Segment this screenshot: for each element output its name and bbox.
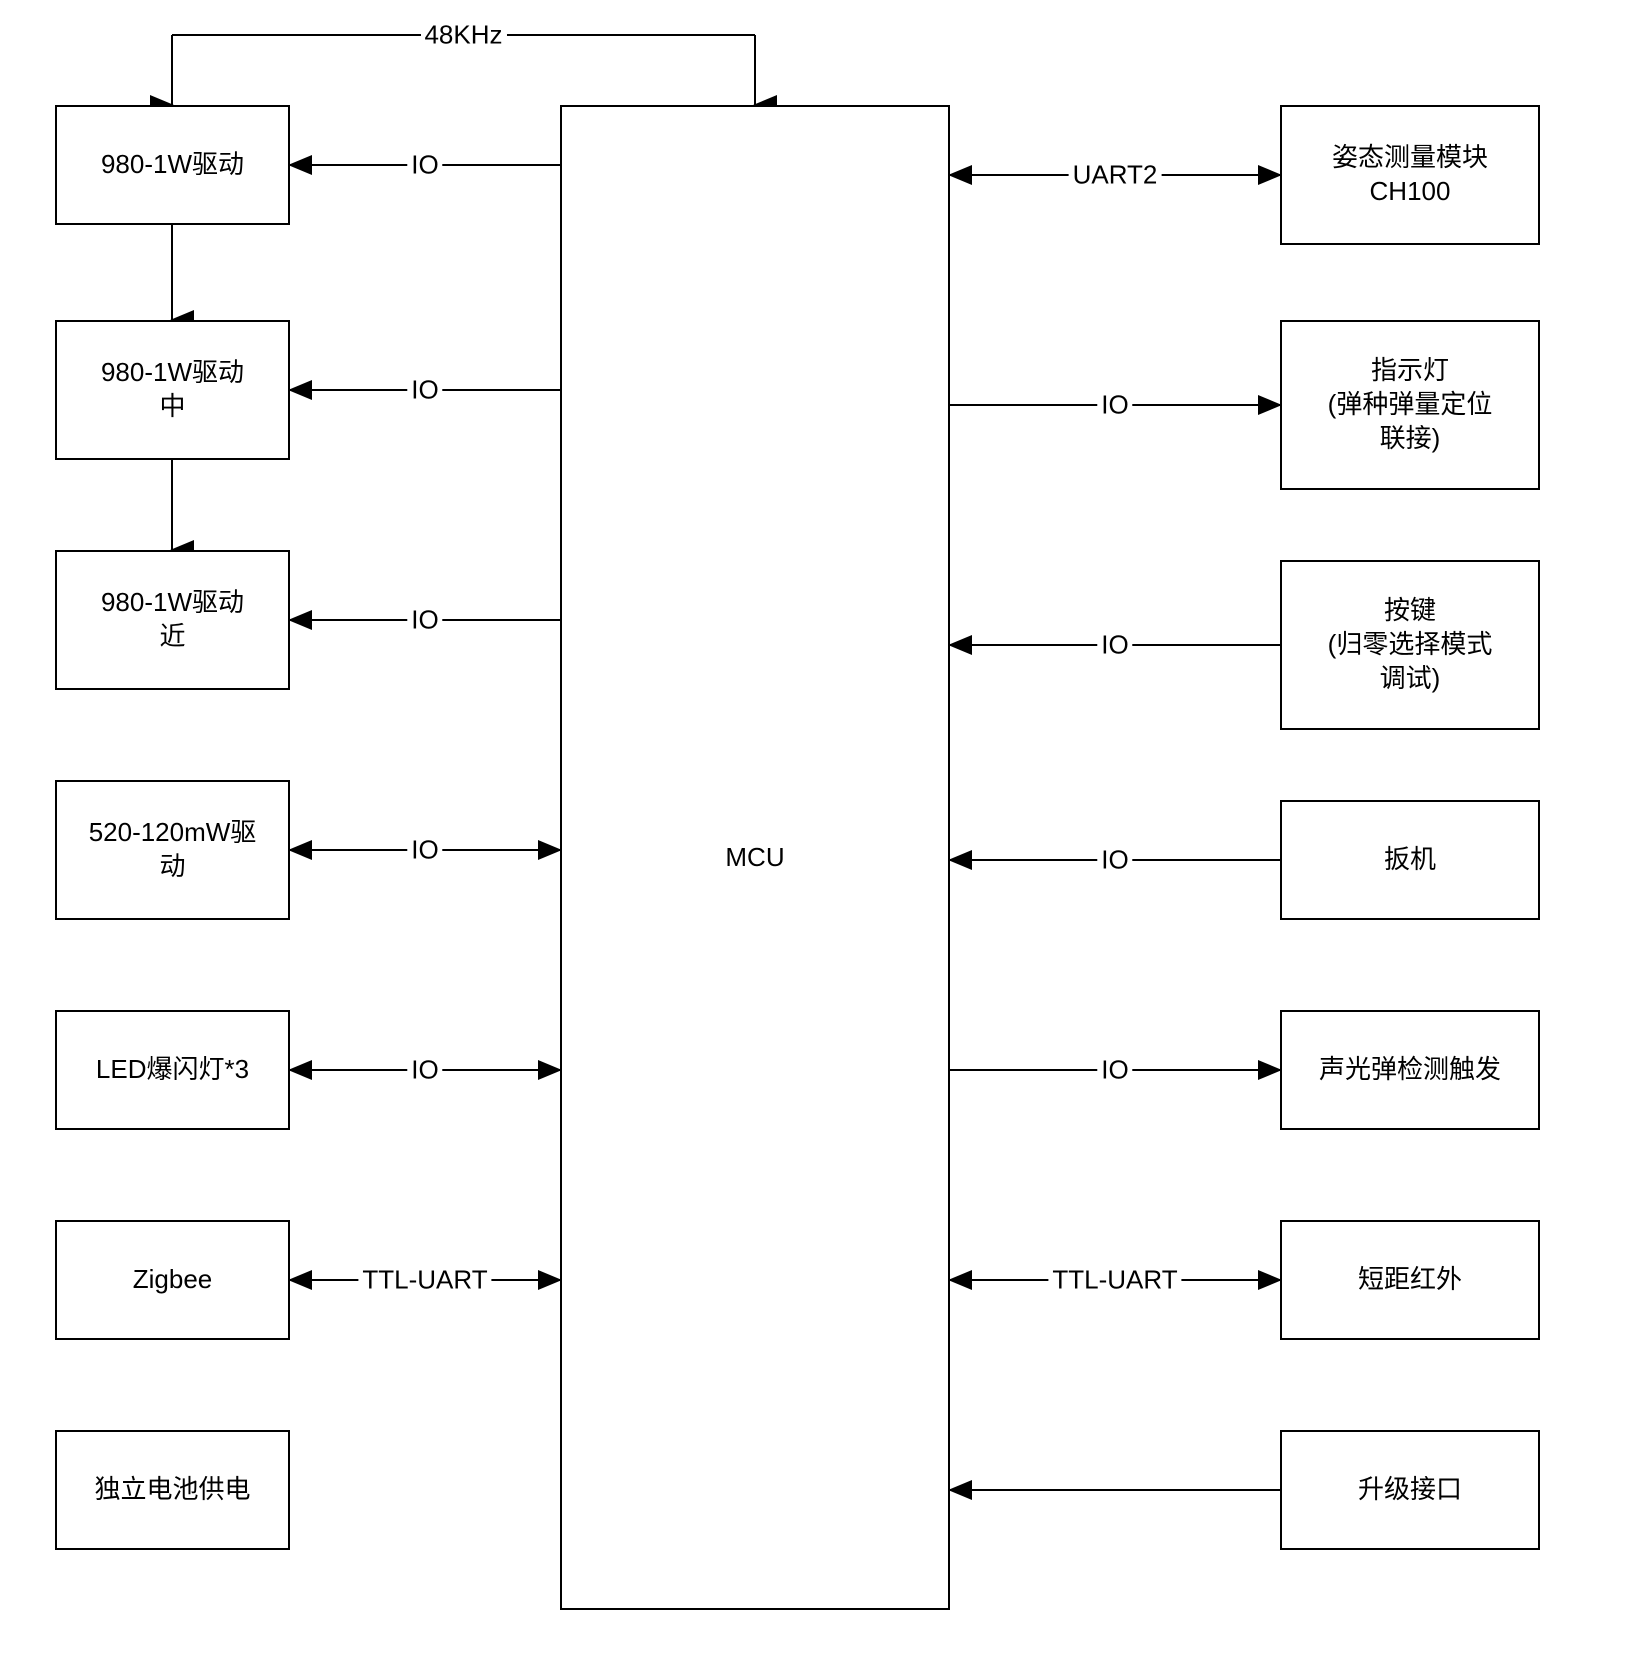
left-block-L3: 980-1W驱动 近 [55,550,290,690]
left-block-label-L6: Zigbee [133,1263,213,1297]
edge-label: IO [407,375,442,406]
edge-label: IO [1097,845,1132,876]
left-block-label-L1: 980-1W驱动 [101,148,244,182]
left-block-label-L5: LED爆闪灯*3 [96,1053,249,1087]
right-block-R2: 指示灯 (弹种弹量定位 联接) [1280,320,1540,490]
right-block-label-R5: 声光弹检测触发 [1319,1053,1501,1087]
edge-label: IO [1097,630,1132,661]
left-block-L5: LED爆闪灯*3 [55,1010,290,1130]
left-block-label-L4: 520-120mW驱 动 [89,816,257,884]
right-block-R6: 短距红外 [1280,1220,1540,1340]
right-block-R5: 声光弹检测触发 [1280,1010,1540,1130]
mcu-block: MCU [560,105,950,1610]
mcu-label: MCU [725,841,784,875]
right-block-label-R3: 按键 (归零选择模式 调试) [1328,594,1493,695]
left-block-L1: 980-1W驱动 [55,105,290,225]
right-block-label-R1: 姿态测量模块 CH100 [1332,141,1488,209]
edge-label: IO [407,1055,442,1086]
edge-label: TTL-UART [358,1265,491,1296]
left-block-L4: 520-120mW驱 动 [55,780,290,920]
edge-label: IO [407,150,442,181]
left-block-label-L3: 980-1W驱动 近 [101,586,244,654]
edge-label: IO [407,835,442,866]
edge-label: UART2 [1069,160,1162,191]
left-block-L2: 980-1W驱动 中 [55,320,290,460]
left-block-label-L2: 980-1W驱动 中 [101,356,244,424]
edge-label: IO [407,605,442,636]
edge-label: TTL-UART [1048,1265,1181,1296]
edge-label: IO [1097,1055,1132,1086]
edge-label: IO [1097,390,1132,421]
edge-label: 48KHz [420,20,506,51]
right-block-label-R4: 扳机 [1384,843,1436,877]
right-block-R3: 按键 (归零选择模式 调试) [1280,560,1540,730]
left-block-L7: 独立电池供电 [55,1430,290,1550]
right-block-R4: 扳机 [1280,800,1540,920]
right-block-label-R7: 升级接口 [1358,1473,1462,1507]
left-block-L6: Zigbee [55,1220,290,1340]
right-block-label-R2: 指示灯 (弹种弹量定位 联接) [1328,354,1493,455]
right-block-label-R6: 短距红外 [1358,1263,1462,1297]
left-block-label-L7: 独立电池供电 [94,1473,250,1507]
right-block-R1: 姿态测量模块 CH100 [1280,105,1540,245]
right-block-R7: 升级接口 [1280,1430,1540,1550]
